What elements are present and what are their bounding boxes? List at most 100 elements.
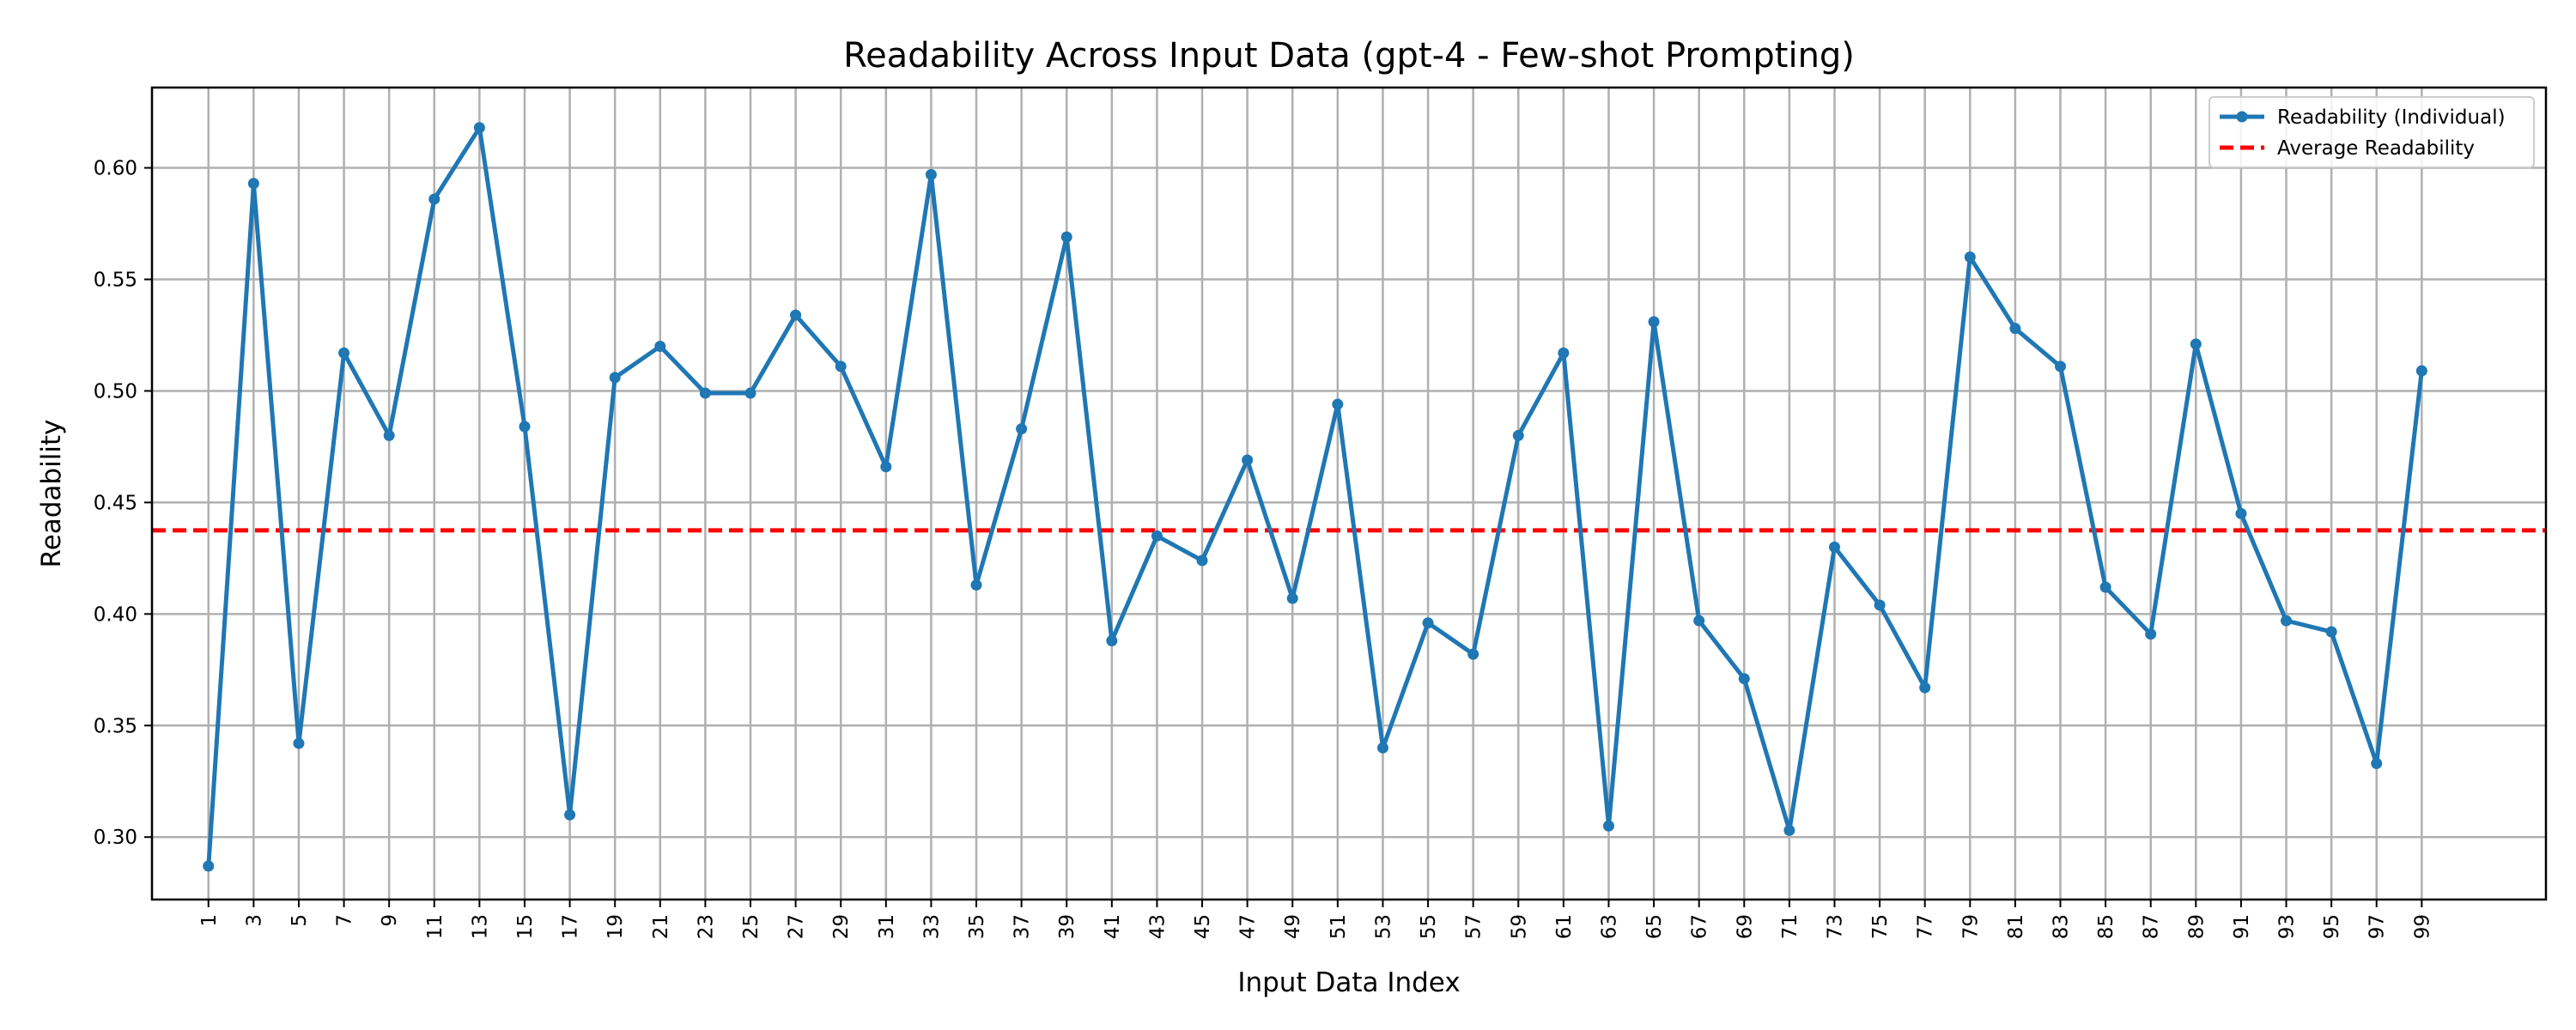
data-point xyxy=(2099,581,2111,593)
data-point xyxy=(790,309,802,321)
data-point xyxy=(1422,617,1434,629)
data-point xyxy=(654,340,666,352)
data-point xyxy=(519,421,531,433)
data-point xyxy=(2325,626,2337,638)
x-tick-label: 45 xyxy=(1192,914,1214,939)
x-tick-label: 19 xyxy=(605,914,627,939)
y-tick-label: 0.30 xyxy=(94,827,137,849)
x-tick-label: 21 xyxy=(650,914,672,939)
data-point xyxy=(1151,530,1163,542)
data-point xyxy=(2009,323,2021,335)
data-point xyxy=(1919,682,1931,694)
data-point xyxy=(2235,507,2247,519)
data-point xyxy=(383,429,395,441)
x-tick-label: 95 xyxy=(2321,914,2343,939)
x-tick-label: 37 xyxy=(1012,914,1034,939)
x-tick-label: 49 xyxy=(1282,914,1304,939)
y-tick-label: 0.40 xyxy=(94,603,137,626)
x-axis-label: Input Data Index xyxy=(1237,967,1460,998)
series-layer xyxy=(203,122,2427,872)
x-tick-label: 67 xyxy=(1689,914,1711,939)
x-tick-label: 39 xyxy=(1056,914,1078,939)
x-tick-label: 85 xyxy=(2095,914,2117,939)
x-tick-label: 43 xyxy=(1146,914,1169,939)
data-point xyxy=(609,372,621,384)
data-point xyxy=(1874,599,1886,611)
y-axis-ticks: 0.30 0.35 0.40 0.45 0.50 0.55 0.60 xyxy=(94,158,152,849)
x-tick-label: 71 xyxy=(1779,914,1801,939)
x-tick-label: 99 xyxy=(2411,914,2433,939)
x-tick-label: 5 xyxy=(289,914,311,927)
data-point xyxy=(1602,820,1614,832)
data-point xyxy=(1693,615,1705,627)
data-point xyxy=(880,461,892,473)
legend: Readability (Individual) Average Readabi… xyxy=(2208,96,2535,168)
x-tick-label: 17 xyxy=(560,914,582,939)
data-point xyxy=(1196,554,1208,566)
data-point xyxy=(293,737,305,749)
legend-series-marker xyxy=(2236,111,2248,123)
x-tick-label: 3 xyxy=(243,914,265,927)
x-tick-label: 15 xyxy=(514,914,537,939)
data-point xyxy=(835,360,847,373)
chart-title: Readability Across Input Data (gpt-4 - F… xyxy=(843,36,1855,76)
grid xyxy=(152,88,2546,900)
data-point xyxy=(2371,757,2383,769)
data-point xyxy=(1512,429,1524,441)
data-point xyxy=(2145,628,2157,640)
x-tick-label: 1 xyxy=(198,914,221,927)
data-point xyxy=(1016,423,1028,435)
data-point xyxy=(1558,347,1570,359)
x-tick-label: 13 xyxy=(469,914,491,939)
x-tick-label: 9 xyxy=(379,914,401,927)
data-point xyxy=(1964,251,1976,264)
series-line xyxy=(206,125,2424,867)
data-point xyxy=(428,193,440,205)
x-tick-label: 69 xyxy=(1734,914,1756,939)
x-tick-label: 7 xyxy=(334,914,356,927)
x-tick-label: 87 xyxy=(2141,914,2163,939)
x-tick-label: 83 xyxy=(2050,914,2073,939)
data-point xyxy=(925,168,937,180)
data-point xyxy=(1106,635,1118,647)
x-tick-label: 61 xyxy=(1553,914,1576,939)
data-point xyxy=(1242,454,1254,466)
y-tick-label: 0.45 xyxy=(94,492,137,514)
x-tick-label: 31 xyxy=(876,914,898,939)
x-tick-label: 91 xyxy=(2231,914,2253,939)
x-tick-label: 33 xyxy=(920,914,943,939)
data-point xyxy=(699,387,711,399)
data-point xyxy=(338,347,350,359)
y-tick-label: 0.35 xyxy=(94,715,137,737)
x-tick-label: 41 xyxy=(1102,914,1124,939)
x-tick-label: 93 xyxy=(2276,914,2299,939)
x-tick-label: 77 xyxy=(1915,914,1937,939)
x-tick-label: 57 xyxy=(1463,914,1485,939)
data-point xyxy=(1332,398,1344,410)
data-point xyxy=(247,178,259,190)
x-tick-label: 23 xyxy=(695,914,717,939)
x-tick-label: 89 xyxy=(2185,914,2208,939)
x-tick-label: 25 xyxy=(740,914,762,939)
x-tick-label: 47 xyxy=(1237,914,1260,939)
legend-average-label: Average Readability xyxy=(2277,137,2475,160)
data-point xyxy=(1738,673,1750,685)
data-point xyxy=(2055,360,2067,373)
data-point xyxy=(1783,824,1795,836)
x-tick-label: 51 xyxy=(1327,914,1350,939)
x-tick-label: 59 xyxy=(1508,914,1530,939)
data-point xyxy=(1060,231,1072,243)
data-point xyxy=(1648,316,1660,328)
data-point xyxy=(1286,592,1298,604)
y-tick-label: 0.50 xyxy=(94,380,137,403)
x-axis-ticks: 1 3 5 7 9 11 13 15 17 19 21 23 25 27 29 31 33 35 37 39 41 43 4… xyxy=(198,900,2433,939)
legend-box xyxy=(2208,96,2535,168)
x-tick-label: 11 xyxy=(424,914,447,939)
y-tick-label: 0.60 xyxy=(94,158,137,180)
legend-series-label: Readability (Individual) xyxy=(2277,106,2506,129)
data-point xyxy=(2190,338,2202,350)
x-tick-label: 75 xyxy=(1869,914,1892,939)
data-point xyxy=(564,809,576,821)
x-tick-label: 27 xyxy=(786,914,808,939)
